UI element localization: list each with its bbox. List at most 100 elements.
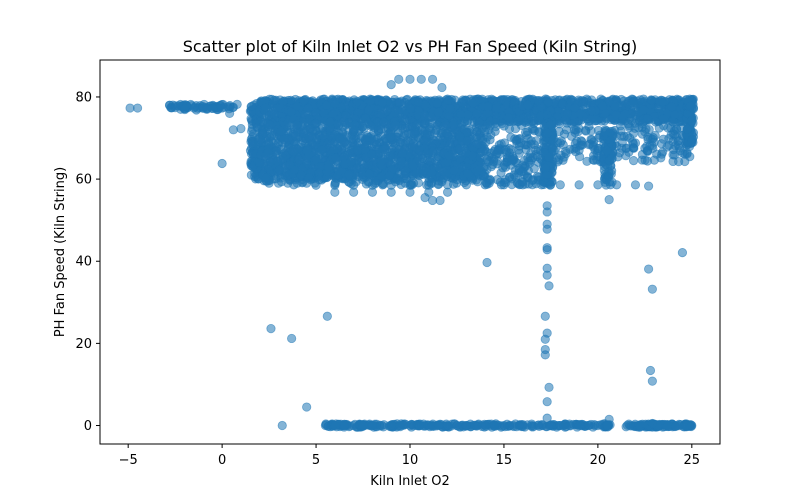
data-point <box>574 145 584 155</box>
data-point <box>604 195 614 205</box>
data-point-dense <box>667 102 677 112</box>
data-point <box>414 420 424 431</box>
data-point <box>217 158 227 169</box>
data-point-dense <box>331 153 341 163</box>
data-point <box>508 420 518 431</box>
data-point-dense <box>395 97 405 107</box>
data-point <box>480 420 490 431</box>
data-point <box>602 420 612 431</box>
data-point <box>668 156 678 167</box>
data-point-dense <box>526 139 536 149</box>
data-point <box>540 311 550 321</box>
data-point <box>625 420 635 431</box>
data-point-dense <box>601 175 611 185</box>
data-point <box>527 420 537 431</box>
data-point <box>208 103 218 114</box>
data-point-dense <box>628 98 638 108</box>
data-point <box>672 420 682 431</box>
data-point <box>424 420 434 431</box>
data-point <box>612 180 622 190</box>
data-point-dense <box>377 98 388 108</box>
data-point <box>668 136 678 146</box>
data-point-dense <box>570 103 580 113</box>
data-point-dense <box>558 140 568 150</box>
data-point-dense <box>378 178 388 188</box>
data-point-dense <box>260 103 271 113</box>
x-axis-label: Kiln Inlet O2 <box>370 474 450 489</box>
data-point-dense <box>618 111 628 121</box>
data-point <box>574 420 584 431</box>
data-point-dense <box>520 127 531 138</box>
data-point <box>232 99 242 109</box>
data-point <box>367 420 378 431</box>
data-point <box>287 333 297 344</box>
data-point-dense <box>491 103 501 113</box>
data-point-dense <box>598 101 608 111</box>
data-point <box>644 264 654 274</box>
data-point-dense <box>356 131 367 142</box>
data-point-dense <box>334 134 345 144</box>
data-point <box>499 180 509 190</box>
data-point-dense <box>472 139 482 149</box>
data-point <box>518 180 528 190</box>
data-point-dense <box>616 121 626 131</box>
data-point-dense <box>513 145 524 155</box>
data-point-dense <box>433 107 443 117</box>
y-axis-label: PH Fan Speed (Kiln String) <box>53 167 68 337</box>
data-point <box>217 103 227 113</box>
data-point-dense <box>290 131 301 141</box>
data-point <box>542 245 552 255</box>
data-point-dense <box>480 169 490 179</box>
data-point-dense <box>642 156 653 166</box>
data-point <box>273 178 284 188</box>
data-point <box>339 420 349 431</box>
data-point-dense <box>283 118 293 128</box>
data-point-dense <box>522 100 533 110</box>
data-point <box>367 187 378 197</box>
data-point <box>358 420 368 431</box>
data-point-dense <box>325 117 335 127</box>
data-point <box>662 420 672 431</box>
data-point <box>435 195 445 206</box>
data-point-dense <box>504 124 515 134</box>
data-point-dense <box>639 105 649 115</box>
data-point <box>471 420 481 431</box>
data-point <box>386 420 396 431</box>
data-point-dense <box>554 119 564 129</box>
data-point <box>437 82 447 93</box>
data-point <box>322 311 332 321</box>
data-point-dense <box>540 163 551 173</box>
data-point <box>659 121 669 131</box>
x-tick-label: 5 <box>312 453 320 468</box>
data-point <box>647 376 657 386</box>
data-point-dense <box>272 156 282 166</box>
data-point <box>489 420 500 431</box>
data-point-dense <box>328 109 338 119</box>
data-point <box>198 103 208 113</box>
data-point-dense <box>425 156 435 166</box>
data-point <box>266 323 276 334</box>
data-point-dense <box>382 105 392 116</box>
data-point-dense <box>682 124 692 134</box>
data-point-dense <box>444 151 454 161</box>
data-point-dense <box>429 128 440 138</box>
data-point <box>640 127 650 137</box>
data-point <box>677 248 688 258</box>
data-point-dense <box>269 109 279 119</box>
data-point <box>499 420 509 431</box>
data-point <box>132 103 143 113</box>
data-point-dense <box>501 144 511 154</box>
data-point-dense <box>304 132 314 142</box>
data-point <box>349 420 359 431</box>
data-point-dense <box>544 152 554 162</box>
data-point-dense <box>529 118 539 128</box>
data-point <box>179 103 190 114</box>
data-point <box>544 281 554 291</box>
data-point <box>405 74 415 84</box>
data-point-dense <box>286 107 296 117</box>
data-point-dense <box>646 95 656 105</box>
data-point <box>482 257 492 268</box>
points-layer <box>125 74 699 432</box>
data-point-dense <box>608 131 618 141</box>
